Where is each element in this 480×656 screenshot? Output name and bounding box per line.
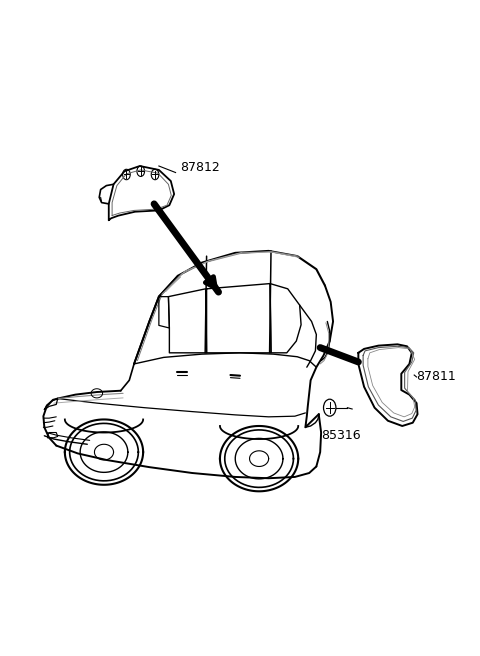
Text: 87812: 87812 [180, 161, 220, 174]
Text: 87811: 87811 [417, 371, 456, 384]
Text: 85316: 85316 [321, 429, 361, 442]
